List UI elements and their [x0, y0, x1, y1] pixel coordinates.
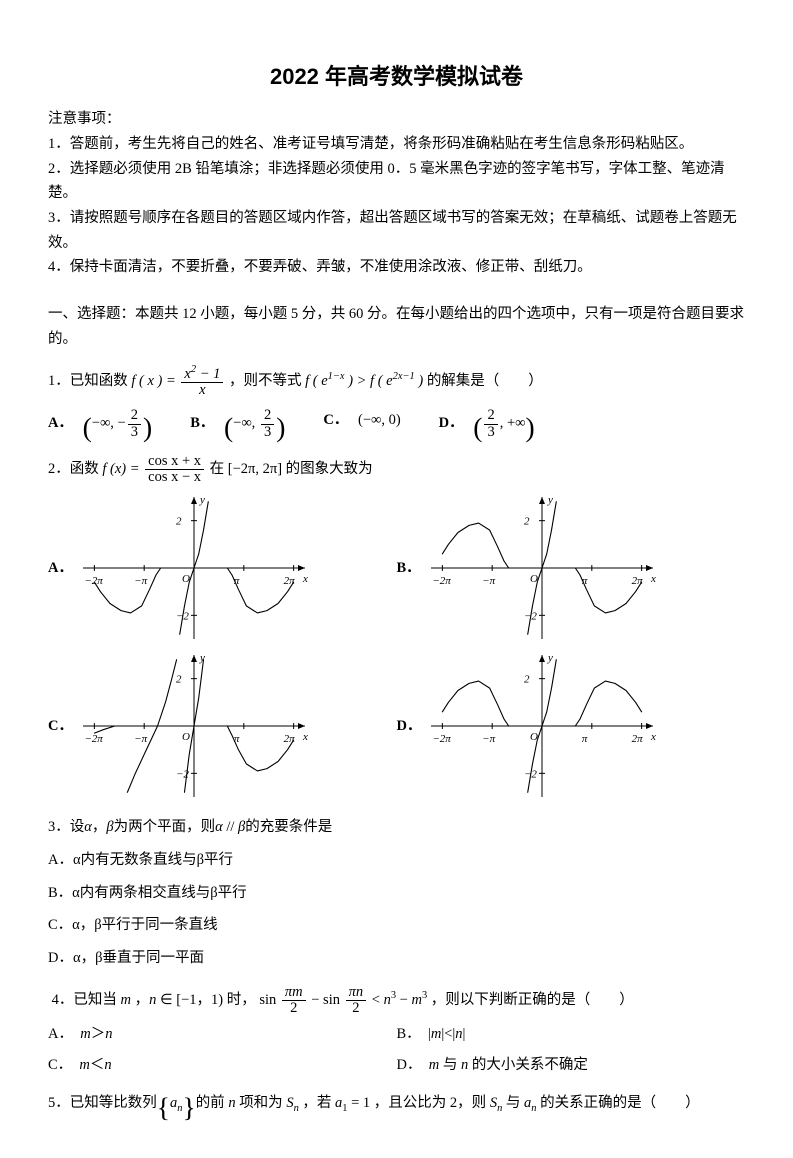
svg-text:x: x: [650, 573, 656, 585]
q4-opt-d: D． m 与 n 的大小关系不确定: [397, 1053, 746, 1078]
q3-opt-b: B．α内有两条相交直线与β平行: [48, 881, 745, 906]
svg-text:−π: −π: [483, 733, 496, 745]
svg-text:2π: 2π: [631, 575, 643, 587]
instruction-4: 4．保持卡面清洁，不要折叠，不要弄破、弄皱，不准使用涂改液、修正带、刮纸刀。: [48, 255, 745, 280]
q2-stem-mid: 在: [210, 461, 225, 477]
svg-text:−2π: −2π: [432, 575, 451, 587]
q4-opt-a: A． m＞n: [48, 1022, 397, 1047]
q1-opt-d: D． (23, +∞): [439, 408, 535, 439]
svg-text:2: 2: [524, 516, 530, 528]
q1-frac-num: x2 − 1: [181, 365, 223, 383]
svg-text:π: π: [234, 733, 240, 745]
q4-options: A． m＞n B． |m|<|n| C． m＜n D． m 与 n 的大小关系不…: [48, 1016, 745, 1077]
q2-graphs-row-2: C． xyO−2π−ππ2π2−2 D． xyO−2π−ππ2π2−2: [48, 651, 745, 801]
q2-opt-d-label: D．: [397, 714, 422, 739]
svg-text:y: y: [199, 494, 205, 506]
q2-graphs-row-1: A． xyO−2π−ππ2π2−2 B． xyO−2π−ππ2π2−2: [48, 493, 745, 643]
question-5: 5．已知等比数列{an}的前 n 项和为 Sn ，若 a1 = 1 ，且公比为 …: [48, 1091, 745, 1118]
question-4: 4．已知当 m ，n ∈ [−1，1) 时， sin πm2 − sin πn2…: [48, 985, 745, 1016]
question-3: 3．设α，β为两个平面，则α // β的充要条件是: [48, 815, 745, 840]
svg-text:2π: 2π: [632, 733, 644, 745]
svg-text:2: 2: [524, 674, 530, 686]
q4-stem-post: ，则以下判断正确的是（ ）: [431, 992, 634, 1008]
exam-title: 2022 年高考数学模拟试卷: [48, 58, 745, 95]
q1-frac-den: x: [181, 383, 223, 398]
svg-text:2π: 2π: [284, 733, 296, 745]
svg-text:2: 2: [176, 516, 182, 528]
q2-graph-b: xyO−2π−ππ2π2−2: [427, 493, 657, 643]
q1-stem-pre: 1．已知函数: [48, 373, 128, 389]
q1-f-lhs: f ( x ) =: [131, 373, 175, 389]
q4-expr: sin πm2 − sin πn2 < n3 − m3: [259, 992, 430, 1008]
q3-stem: 3．设α，β为两个平面，则α // β的充要条件是: [48, 819, 332, 835]
q2-stem-post: 的图象大致为: [286, 461, 373, 477]
svg-text:2π: 2π: [284, 575, 296, 587]
q3-opt-a: A．α内有无数条直线与β平行: [48, 848, 745, 873]
svg-text:−2π: −2π: [84, 733, 103, 745]
instructions-heading: 注意事项：: [48, 107, 745, 132]
svg-text:−π: −π: [134, 575, 147, 587]
svg-text:−π: −π: [482, 575, 495, 587]
q2-frac-num: cos x + x: [145, 454, 204, 470]
question-1: 1．已知函数 f ( x ) = x2 − 1 x ，则不等式 f ( e1−x…: [48, 365, 745, 398]
instruction-1: 1．答题前，考生先将自己的姓名、准考证号填写清楚，将条形码准确粘贴在考生信息条形…: [48, 132, 745, 157]
svg-text:y: y: [547, 494, 553, 506]
svg-text:−2π: −2π: [84, 575, 103, 587]
q2-stem-pre: 2．函数: [48, 461, 99, 477]
q1-opt-a: A． (−∞, −23): [48, 408, 152, 439]
q4-opt-b: B． |m|<|n|: [397, 1022, 746, 1047]
svg-text:−2π: −2π: [433, 733, 452, 745]
q2-f-lhs: f (x) =: [102, 461, 139, 477]
instruction-3: 3．请按照题号顺序在各题目的答题区域内作答，超出答题区域书写的答案无效；在草稿纸…: [48, 206, 745, 255]
q1-stem-mid: ，则不等式: [229, 373, 302, 389]
q4-stem-pre: 4．已知当 m ，n ∈ [−1，1) 时，: [52, 992, 256, 1008]
q1-fraction: x2 − 1 x: [181, 365, 223, 398]
q3-opt-c: C．α，β平行于同一条直线: [48, 913, 745, 938]
q2-interval: [−2π, 2π]: [228, 461, 282, 477]
q2-graph-d: xyO−2π−ππ2π2−2: [427, 651, 657, 801]
q2-opt-c-label: C．: [48, 714, 73, 739]
q1-opt-b: B． (−∞, 23): [190, 408, 285, 439]
q1-opt-c: C． (−∞, 0): [323, 408, 400, 439]
svg-text:−π: −π: [134, 733, 147, 745]
q2-graph-c: xyO−2π−ππ2π2−2: [79, 651, 309, 801]
svg-text:y: y: [199, 652, 205, 664]
svg-text:x: x: [302, 731, 308, 743]
q3-opt-d: D．α，β垂直于同一平面: [48, 946, 745, 971]
q2-opt-b-label: B．: [397, 556, 421, 581]
q1-stem-post: 的解集是（ ）: [427, 373, 543, 389]
question-2: 2．函数 f (x) = cos x + x cos x − x 在 [−2π,…: [48, 454, 745, 485]
svg-text:O: O: [182, 731, 190, 743]
q2-frac-den: cos x − x: [145, 470, 204, 485]
svg-text:2: 2: [176, 674, 182, 686]
q2-graph-a: xyO−2π−ππ2π2−2: [79, 493, 309, 643]
svg-text:x: x: [302, 573, 308, 585]
svg-text:π: π: [582, 733, 588, 745]
section-1-heading: 一、选择题：本题共 12 小题，每小题 5 分，共 60 分。在每小题给出的四个…: [48, 302, 745, 351]
exam-page: 2022 年高考数学模拟试卷 注意事项： 1．答题前，考生先将自己的姓名、准考证…: [0, 0, 793, 1158]
q2-fraction: cos x + x cos x − x: [145, 454, 204, 485]
q4-opt-c: C． m＜n: [48, 1053, 397, 1078]
q1-inequality: f ( e1−x ) > f ( e2x−1 ): [305, 373, 427, 389]
q1-options: A． (−∞, −23) B． (−∞, 23) C． (−∞, 0) D． (…: [48, 408, 745, 439]
svg-text:y: y: [547, 652, 553, 664]
instruction-2: 2．选择题必须使用 2B 铅笔填涂；非选择题必须使用 0．5 毫米黑色字迹的签字…: [48, 157, 745, 206]
q2-opt-a-label: A．: [48, 556, 73, 581]
svg-text:x: x: [650, 731, 656, 743]
